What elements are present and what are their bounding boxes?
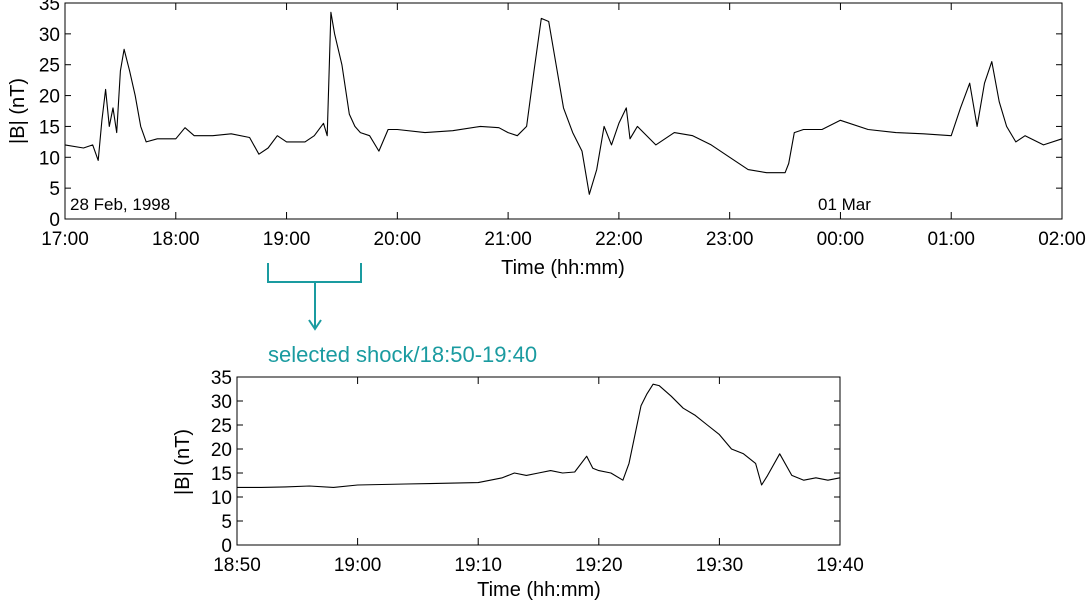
bottom-x-axis-title: Time (hh:mm)	[477, 579, 601, 601]
end-date-annotation: 01 Mar	[818, 195, 871, 214]
y-tick-label: 30	[211, 392, 232, 413]
x-tick-label: 19:20	[575, 555, 623, 576]
selected-shock-label: selected shock/18:50-19:40	[268, 342, 537, 367]
y-tick-label: 35	[211, 368, 232, 389]
y-tick-label: 20	[39, 87, 60, 108]
bottom-plot-frame	[236, 376, 841, 546]
y-tick-label: 5	[49, 179, 60, 200]
y-tick-label: 35	[39, 0, 60, 15]
top-panel: 0 5 10 15 20 25 30 35 17:00 18:00 19:00 20:00 21:00…	[7, 0, 1086, 279]
y-tick-label: 20	[211, 440, 232, 461]
top-data-series	[64, 11, 1063, 195]
x-tick-label: 19:10	[454, 555, 502, 576]
x-tick-label: 17:00	[41, 229, 89, 250]
x-tick-label: 18:00	[152, 229, 200, 250]
x-tick-label: 22:00	[595, 229, 643, 250]
x-tick-label: 19:30	[696, 555, 744, 576]
bottom-x-ticks: 18:50 19:00 19:10 19:20 19:30 19:40	[213, 377, 864, 576]
arrow-down-icon	[308, 319, 322, 331]
y-tick-label: 25	[211, 416, 232, 437]
x-tick-label: 21:00	[484, 229, 532, 250]
x-tick-label: 19:00	[263, 229, 311, 250]
bottom-y-ticks: 0 5 10 15 20 25 30 35	[211, 368, 840, 557]
y-tick-label: 0	[49, 210, 60, 231]
top-x-ticks: 17:00 18:00 19:00 20:00 21:00 22:00 23:00 00:00…	[41, 3, 1086, 250]
bottom-data-series	[237, 383, 841, 488]
top-x-axis-title: Time (hh:mm)	[501, 257, 625, 279]
y-tick-label: 30	[39, 25, 60, 46]
y-tick-label: 15	[39, 117, 60, 138]
selection-callout: selected shock/18:50-19:40	[267, 263, 537, 367]
top-y-ticks: 0 5 10 15 20 25 30 35	[39, 0, 1062, 231]
x-tick-label: 01:00	[927, 229, 975, 250]
y-tick-label: 10	[211, 488, 232, 509]
selection-bracket	[267, 263, 362, 328]
x-tick-label: 23:00	[706, 229, 754, 250]
x-tick-label: 20:00	[374, 229, 422, 250]
y-tick-label: 10	[39, 148, 60, 169]
bottom-panel: 0 5 10 15 20 25 30 35 18:50 19:00 19:10 19:20 19:30…	[172, 368, 864, 601]
top-y-axis-title: |B| (nT)	[7, 78, 29, 144]
y-tick-label: 25	[39, 56, 60, 77]
start-date-annotation: 28 Feb, 1998	[70, 195, 170, 214]
y-tick-label: 15	[211, 464, 232, 485]
x-tick-label: 19:40	[816, 555, 864, 576]
x-tick-label: 18:50	[213, 555, 261, 576]
x-tick-label: 00:00	[817, 229, 865, 250]
top-plot-frame	[64, 2, 1063, 220]
x-tick-label: 19:00	[334, 555, 382, 576]
bottom-y-axis-title: |B| (nT)	[172, 429, 194, 495]
x-tick-label: 02:00	[1038, 229, 1086, 250]
y-tick-label: 5	[221, 512, 232, 533]
y-tick-label: 0	[221, 536, 232, 557]
